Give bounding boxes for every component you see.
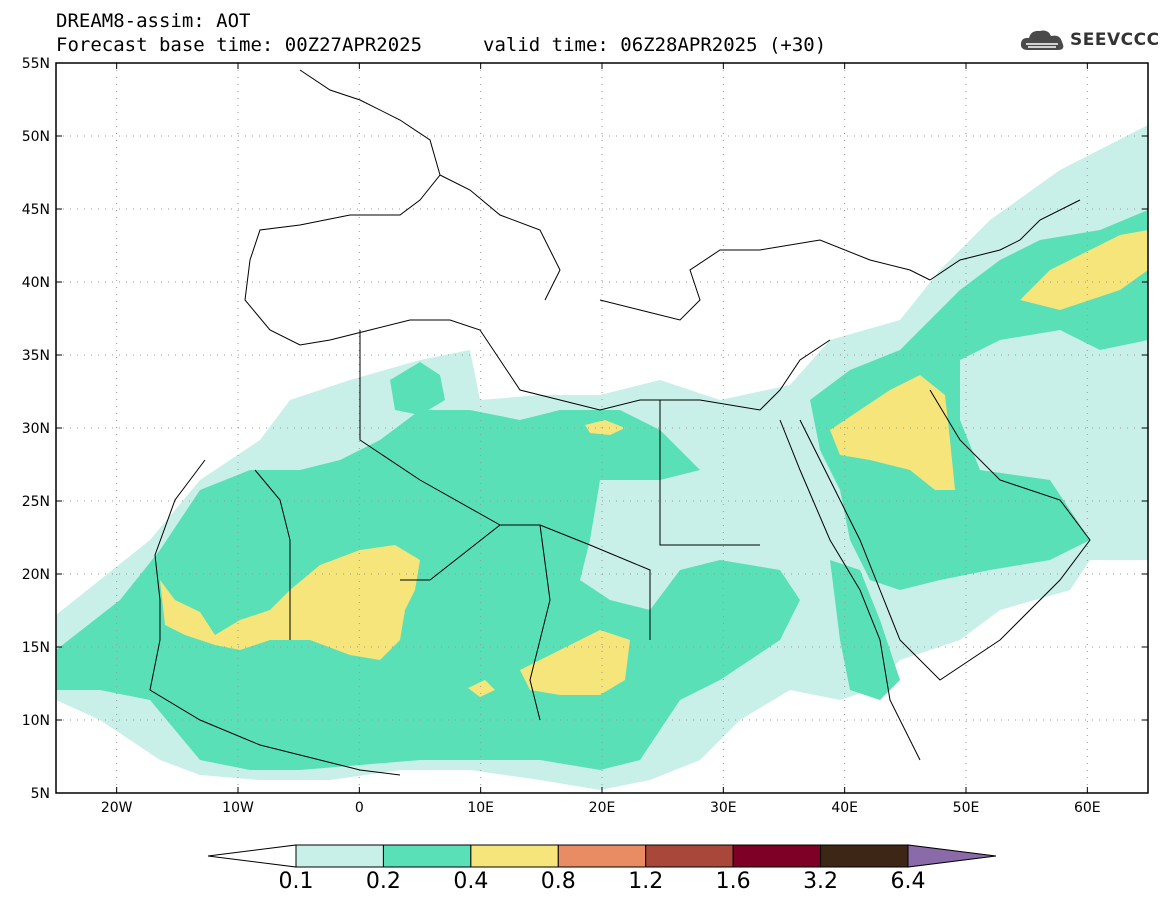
colorbar-label: 3.2: [803, 869, 839, 894]
colorbar-cell: [470, 844, 559, 868]
colorbar-cell: [732, 844, 822, 868]
colorbar-label: 0.2: [365, 869, 401, 894]
lat-tick-label: 30N: [22, 421, 50, 437]
colorbar-label: 1.2: [628, 869, 664, 894]
aot-band-0.2-nile: [830, 560, 900, 700]
colorbar-cell: [295, 844, 384, 868]
lat-tick-label: 25N: [22, 494, 50, 510]
colorbar-label: 6.4: [890, 869, 926, 894]
lon-tick-label: 10E: [467, 800, 494, 816]
lon-tick-label: 20W: [101, 800, 133, 816]
seevccc-logo: SEEVCCC: [1018, 24, 1159, 56]
lat-tick-label: 50N: [22, 129, 50, 145]
lat-tick-label: 35N: [22, 348, 50, 364]
lat-tick-label: 10N: [22, 713, 50, 729]
colorbar-label: 0.8: [540, 869, 576, 894]
axis-tick-labels: 20W 10W 0 10E 20E 30E 40E 50E 60E 5N 10N 15N 20N 25N 3…: [22, 56, 1101, 816]
cloud-icon: [1020, 30, 1064, 50]
colorbar-min-arrow: [207, 844, 297, 868]
lat-tick-label: 20N: [22, 567, 50, 583]
lon-tick-label: 0: [355, 800, 364, 816]
colorbar-cell: [382, 844, 472, 868]
axis-ticks: [56, 62, 1148, 794]
colorbar-label: 0.4: [453, 869, 489, 894]
colorbar-cell: [557, 844, 647, 868]
lon-tick-label: 40E: [831, 800, 858, 816]
lon-tick-label: 60E: [1074, 800, 1101, 816]
colorbar: [207, 844, 997, 868]
coastlines-borders: [149, 69, 1091, 776]
lat-tick-label: 5N: [31, 786, 50, 802]
graticule: [56, 63, 1148, 793]
lon-tick-label: 20E: [589, 800, 616, 816]
colorbar-cell: [820, 844, 909, 868]
colorbar-label: 1.6: [715, 869, 751, 894]
lat-tick-label: 40N: [22, 275, 50, 291]
aot-band-0.4-iraq: [830, 375, 955, 490]
lat-tick-label: 15N: [22, 640, 50, 656]
colorbar-cell: [645, 844, 734, 868]
colorbar-max-arrow: [907, 844, 997, 868]
aot-band-0.4-chad: [520, 630, 630, 695]
lon-tick-label: 50E: [953, 800, 980, 816]
lat-tick-label: 55N: [22, 56, 50, 72]
map-title: DREAM8-assim: AOT: [56, 10, 251, 32]
lon-tick-label: 30E: [710, 800, 737, 816]
aot-band-0.4-small2: [468, 680, 495, 697]
valid-time: valid time: 06Z28APR2025 (+30): [483, 34, 827, 56]
aot-band-0.4-small: [585, 420, 625, 435]
colorbar-label: 0.1: [278, 869, 314, 894]
lat-tick-label: 45N: [22, 202, 50, 218]
aot-band-0.2-libya: [390, 362, 445, 415]
lon-tick-label: 10W: [222, 800, 254, 816]
forecast-base-time: Forecast base time: 00Z27APR2025: [56, 34, 423, 56]
aot-field: [56, 125, 1148, 790]
logo-text: SEEVCCC: [1070, 30, 1160, 50]
aot-band-0.4-caspian: [1020, 230, 1148, 310]
